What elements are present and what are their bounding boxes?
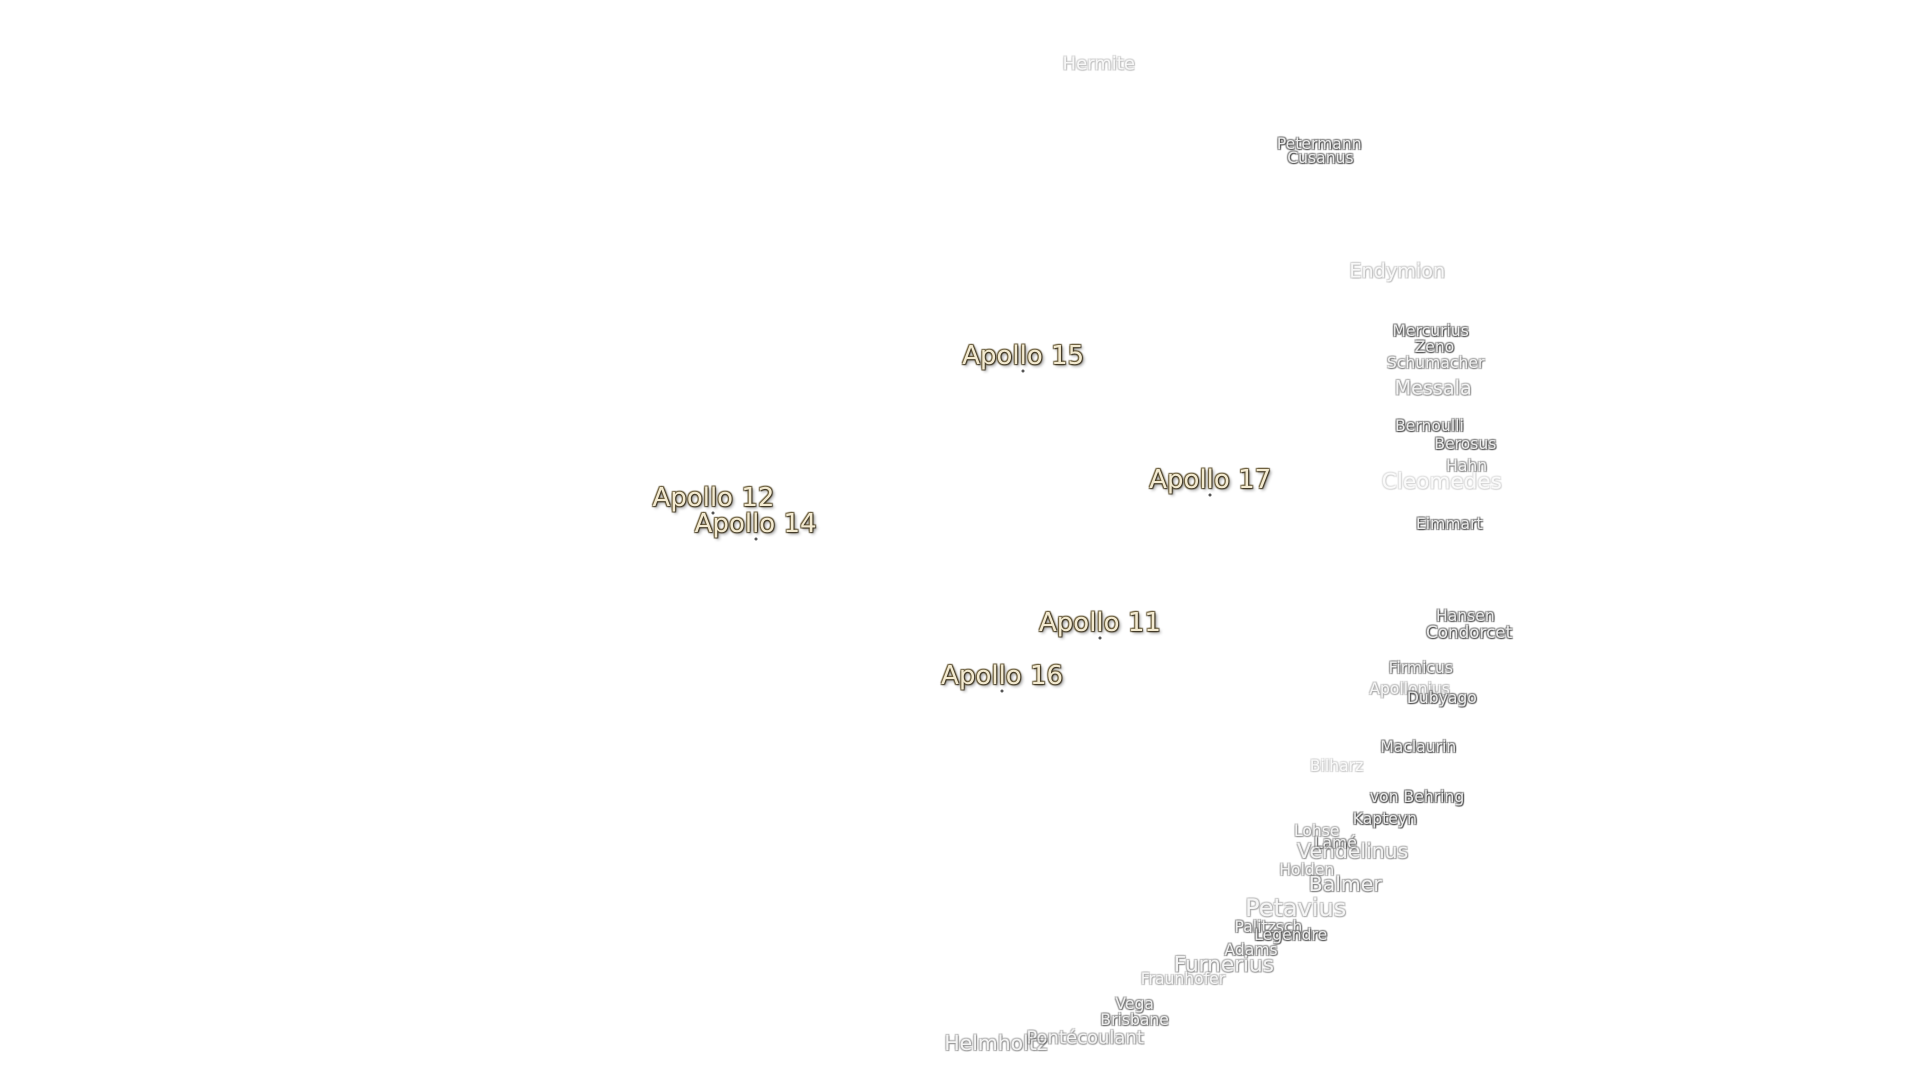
- apollo-label: Apollo 15: [962, 340, 1085, 371]
- crater-label: Bernoulli: [1395, 416, 1464, 435]
- crater-label: Legendre: [1254, 926, 1328, 945]
- crater-label: Kapteyn: [1352, 809, 1417, 828]
- crater-label: Petavius: [1245, 894, 1347, 923]
- apollo-label: Apollo 16: [941, 661, 1064, 692]
- apollo-label: Apollo 17: [1149, 464, 1272, 495]
- landing-site-dot: [1021, 369, 1025, 373]
- crater-label: Dubyago: [1406, 689, 1477, 708]
- crater-label: Firmicus: [1388, 658, 1454, 677]
- landing-site-dot: [754, 537, 758, 541]
- crater-label: Hahn: [1446, 457, 1488, 476]
- crater-label: Berosus: [1434, 435, 1497, 454]
- crater-label: Maclaurin: [1380, 738, 1457, 757]
- crater-label: Pontécoulant: [1026, 1027, 1144, 1049]
- landing-site-dot: [1098, 636, 1102, 640]
- crater-label: Hermite: [1062, 53, 1135, 75]
- crater-label: Mercurius: [1392, 322, 1469, 341]
- landing-site-dot: [711, 511, 715, 515]
- crater-label: Hansen: [1436, 607, 1495, 626]
- apollo-label: Apollo 14: [694, 509, 817, 540]
- crater-label: Cleomedes: [1381, 469, 1502, 495]
- crater-label: Schumacher: [1386, 354, 1485, 373]
- crater-label: Endymion: [1349, 259, 1446, 283]
- crater-label: von Behring: [1369, 787, 1465, 806]
- crater-label: Palitzsch: [1234, 917, 1303, 936]
- crater-label: Lamé: [1313, 834, 1357, 853]
- crater-label: Condorcet: [1426, 622, 1513, 643]
- crater-label: Petermann: [1276, 134, 1362, 153]
- crater-label: Lohse: [1293, 821, 1340, 840]
- apollo-label: Apollo 11: [1039, 608, 1161, 639]
- crater-label: Balmer: [1308, 871, 1382, 896]
- crater-label: Fraunhofer: [1140, 970, 1226, 989]
- crater-label: Messala: [1394, 376, 1472, 400]
- crater-label: Vega: [1115, 994, 1154, 1013]
- crater-label: Brisbane: [1100, 1010, 1169, 1029]
- crater-label: Helmholtz: [944, 1031, 1048, 1056]
- landing-site-dot: [1000, 689, 1004, 693]
- crater-label: Holden: [1279, 861, 1335, 880]
- crater-label: Adams: [1224, 940, 1278, 959]
- crater-label: Cusanus: [1287, 149, 1354, 168]
- crater-label: Apollonius: [1369, 679, 1450, 698]
- crater-label: Furnerius: [1173, 952, 1274, 978]
- crater-label: Bilharz: [1309, 756, 1364, 775]
- crater-label: Zeno: [1414, 338, 1455, 357]
- crater-label: Vendelinus: [1297, 838, 1409, 863]
- apollo-label: Apollo 12: [652, 483, 775, 514]
- landing-site-dot: [1208, 493, 1212, 497]
- crater-label: Eimmart: [1415, 515, 1483, 534]
